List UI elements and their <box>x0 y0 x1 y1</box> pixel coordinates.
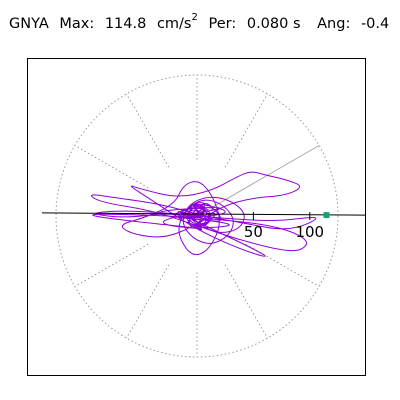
grid-spoke-60 <box>224 93 268 168</box>
orbit-trace <box>91 171 317 257</box>
angle-value: -0.4 <box>360 15 390 32</box>
grid-spoke-150 <box>74 145 149 189</box>
polar-orbit-plot: 50 100 <box>42 74 365 358</box>
max-group: Max: 114.8 cm/s2 <box>59 12 198 32</box>
radial-tick-label-50: 50 <box>244 223 263 241</box>
radial-tick-label-100: 100 <box>295 223 324 241</box>
peak-marker <box>323 212 330 219</box>
ang-group: Ang: -0.4 <box>317 16 395 32</box>
station-code: GNYA <box>9 15 49 32</box>
period-label: Per: <box>208 15 237 32</box>
max-value: 114.8 <box>104 15 147 32</box>
period-value: 0.080 s <box>246 15 301 32</box>
reference-axis-line <box>42 212 365 216</box>
grid-spoke-210 <box>74 243 149 287</box>
grid-spoke-120 <box>126 93 170 168</box>
max-unit-exponent: 2 <box>191 12 198 23</box>
direction-line <box>196 145 320 217</box>
chart-header: GNYA Max: 114.8 cm/s2 Per: 0.080 s Ang: … <box>9 12 400 32</box>
grid-spoke-300 <box>224 264 268 339</box>
per-group: Per: 0.080 s <box>208 16 306 32</box>
grid-spoke-240 <box>126 264 170 339</box>
angle-label: Ang: <box>317 15 351 32</box>
max-unit-base: cm/s <box>156 15 192 32</box>
max-label: Max: <box>59 15 95 32</box>
plot-frame: 50 100 <box>27 58 366 376</box>
